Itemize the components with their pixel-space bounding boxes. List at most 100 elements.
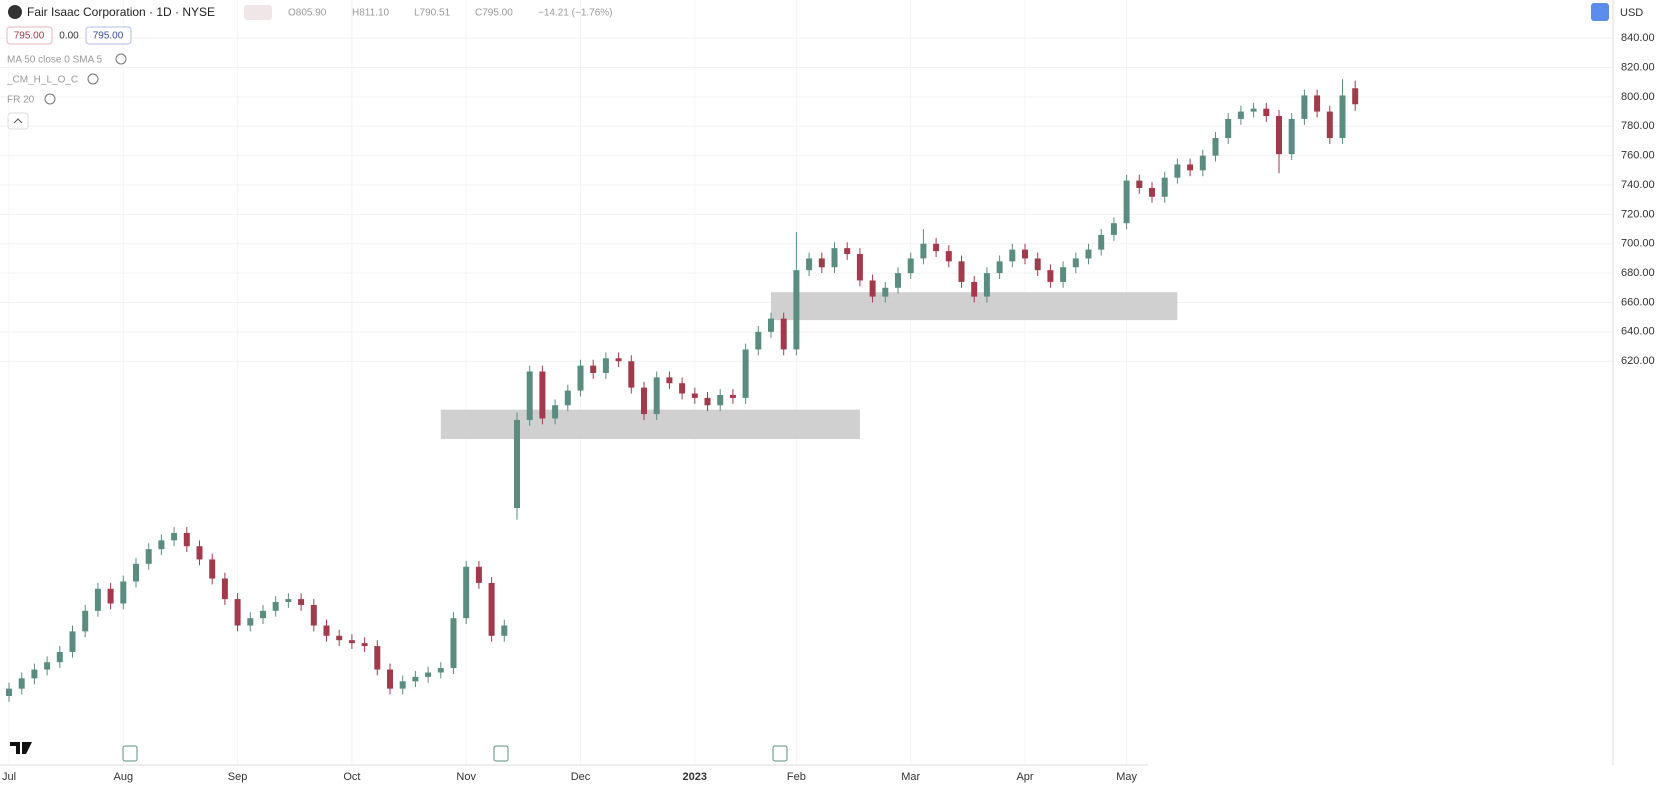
indicator-label[interactable]: _CM_H_L_O_C (6, 75, 78, 86)
candle-body (742, 349, 749, 398)
buy-price[interactable]: 795.00 (93, 31, 124, 42)
indicator-label[interactable]: MA 50 close 0 SMA 5 (7, 55, 102, 66)
candle-body (1085, 249, 1092, 259)
y-tick-label: 820.00 (1621, 61, 1655, 73)
x-tick-label: Oct (343, 771, 360, 783)
candle-body (56, 651, 63, 663)
candle-body (895, 273, 901, 288)
x-tick-label: Mar (901, 771, 920, 783)
settings-button[interactable] (1591, 3, 1609, 21)
candle-body (882, 287, 889, 297)
candle-body (615, 358, 622, 362)
candle-body (1034, 258, 1041, 271)
candle-body (387, 669, 393, 689)
candle-body (463, 566, 470, 619)
candle-body (1149, 187, 1155, 197)
candle-body (996, 261, 1003, 274)
candle-body (1199, 155, 1206, 171)
candle-body (285, 599, 292, 603)
x-tick-label: Nov (456, 771, 476, 783)
candle-body (31, 669, 38, 679)
candle-body (260, 610, 266, 619)
earnings-marker[interactable] (493, 745, 509, 762)
candle-body (1022, 249, 1028, 259)
candle-body (234, 599, 241, 626)
candle-body (1123, 180, 1130, 224)
legend-high: H811.10 (352, 8, 390, 19)
candle-body (501, 625, 508, 636)
candle-body (856, 254, 863, 281)
candle-body (323, 625, 330, 636)
candle-body (755, 331, 762, 350)
candle-body (412, 676, 419, 682)
candle-body (437, 668, 444, 673)
candle-body (374, 646, 381, 670)
y-tick-label: 760.00 (1621, 150, 1655, 162)
buy-badge[interactable] (85, 26, 132, 45)
candle-body (1136, 180, 1143, 188)
visibility-icon[interactable] (44, 93, 56, 105)
sell-price[interactable]: 795.00 (14, 31, 45, 42)
candle-body (869, 280, 876, 297)
x-tick-label: Feb (787, 771, 806, 783)
candle-body (247, 618, 254, 626)
candle-body (1187, 164, 1194, 171)
candle-body (717, 394, 724, 406)
candle-body (780, 318, 787, 350)
candle-body (221, 578, 228, 600)
candle-body (1212, 138, 1219, 156)
candle-body (145, 549, 152, 564)
indicator-label[interactable]: FR 20 (7, 95, 35, 106)
y-tick-label: 640.00 (1621, 326, 1655, 338)
candle-body (310, 604, 317, 626)
candle-body (691, 393, 698, 398)
candle-body (133, 563, 139, 582)
candle-body (1237, 111, 1244, 119)
visibility-icon[interactable] (115, 53, 127, 65)
candle-body (425, 672, 432, 677)
candle-body (158, 540, 165, 550)
spread: 0.00 (59, 31, 79, 42)
candle-body (628, 361, 635, 388)
candle-body (1276, 115, 1282, 155)
candle-body (641, 387, 647, 415)
legend-low: L790.51 (414, 8, 451, 19)
candle-body (107, 588, 114, 604)
symbol-logo[interactable] (8, 5, 22, 19)
candle-body (171, 533, 178, 541)
candle-body (1060, 267, 1067, 282)
candle-body (1161, 177, 1168, 197)
candle-body (1288, 118, 1295, 155)
symbol-title[interactable]: Fair Isaac Corporation · 1D · NYSE (27, 5, 215, 19)
candle-body (488, 582, 495, 636)
candle-body (1301, 95, 1308, 119)
sell-badge[interactable] (6, 26, 53, 45)
candle-body (336, 635, 343, 641)
candle-body (475, 566, 482, 583)
earnings-marker[interactable] (772, 745, 788, 762)
candles (6, 79, 1359, 702)
candle-body (1098, 234, 1105, 250)
y-tick-label: 740.00 (1621, 179, 1655, 191)
market-status[interactable] (244, 5, 272, 20)
candle-body (1072, 258, 1079, 268)
currency-label[interactable]: USD (1620, 7, 1643, 19)
candle-body (1225, 118, 1232, 139)
candle-body (298, 599, 305, 605)
earnings-marker[interactable] (122, 745, 138, 762)
y-tick-label: 720.00 (1621, 208, 1655, 220)
candle-body (679, 383, 686, 394)
tradingview-logo[interactable] (10, 742, 32, 754)
collapse-button[interactable] (7, 112, 29, 130)
legend-change: −14.21 (−1.76%) (538, 8, 613, 19)
candle-body (6, 688, 12, 696)
candle-body (69, 631, 76, 652)
candle-body (1250, 108, 1257, 112)
y-tick-label: 700.00 (1621, 238, 1655, 250)
candle-body (704, 397, 711, 406)
candle-body (590, 365, 597, 373)
candle-body (1263, 108, 1270, 116)
visibility-icon[interactable] (87, 73, 99, 85)
